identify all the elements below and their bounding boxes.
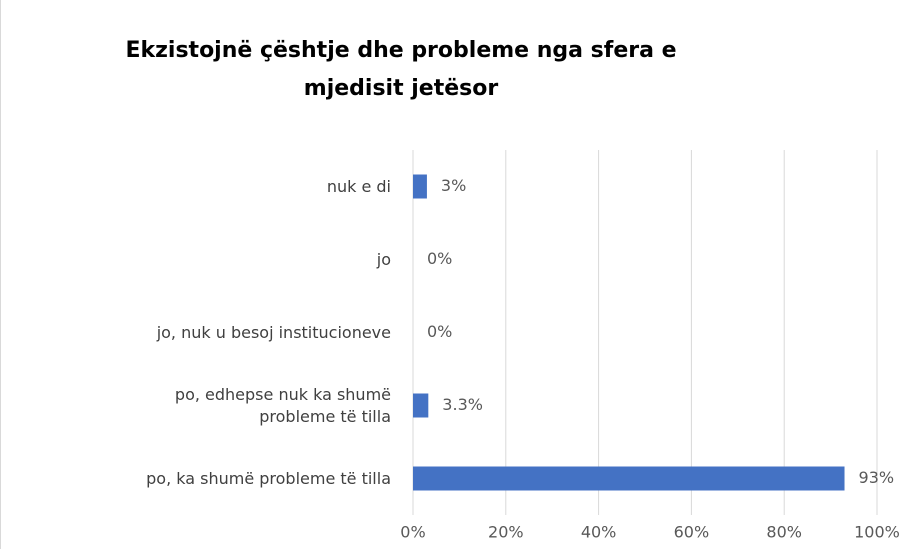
bar	[413, 466, 845, 491]
bar	[413, 393, 429, 418]
bar	[413, 174, 427, 199]
data-label: 3%	[441, 176, 466, 195]
x-tick-label: 100%	[854, 523, 900, 542]
chart-title: Ekzistojnë çështje dhe probleme nga sfer…	[125, 38, 677, 101]
x-tick-label: 40%	[581, 523, 617, 542]
data-label: 0%	[427, 249, 452, 268]
data-label: 93%	[859, 468, 895, 487]
y-tick-label: nuk e di	[326, 176, 391, 196]
data-label: 0%	[427, 322, 452, 341]
x-tick-label: 60%	[674, 523, 710, 542]
y-tick-label: jo	[376, 249, 391, 269]
x-tick-label: 20%	[488, 523, 524, 542]
x-tick-label: 0%	[400, 523, 425, 542]
y-tick-label: po, edhepse nuk ka shumë probleme të til…	[174, 384, 391, 426]
data-label: 3.3%	[442, 395, 483, 414]
y-tick-label: jo, nuk u besoj institucioneve	[156, 322, 391, 342]
x-tick-label: 80%	[766, 523, 802, 542]
y-tick-label: po, ka shumë probleme të tilla	[146, 468, 391, 488]
